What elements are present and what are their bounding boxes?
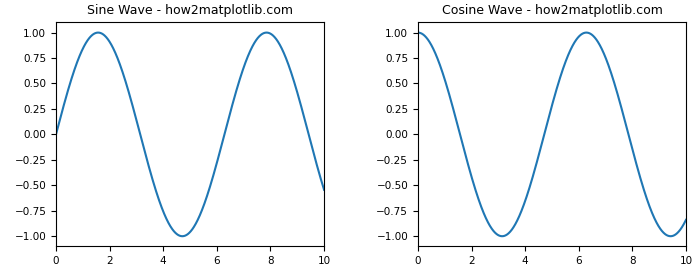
Title: Sine Wave - how2matplotlib.com: Sine Wave - how2matplotlib.com [87, 4, 293, 17]
Title: Cosine Wave - how2matplotlib.com: Cosine Wave - how2matplotlib.com [442, 4, 662, 17]
